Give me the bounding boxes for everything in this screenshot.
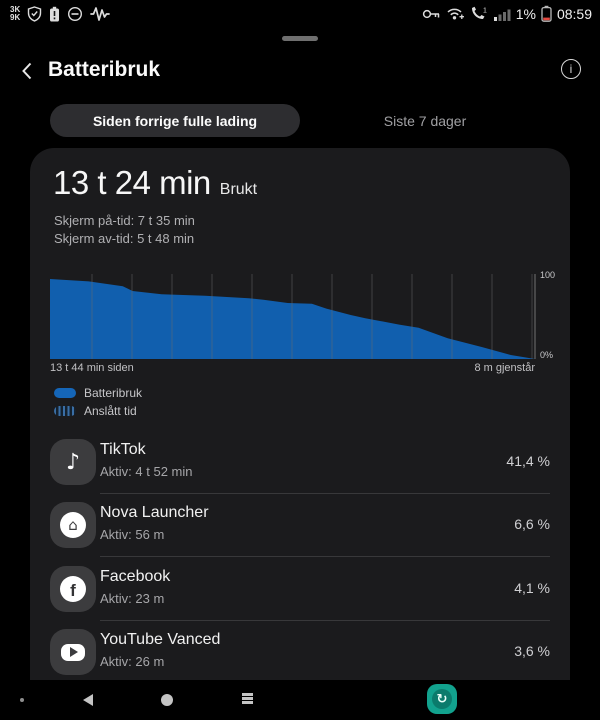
rotate-ring: ↻ xyxy=(432,689,452,709)
wifi-calling-icon xyxy=(447,8,464,20)
app-active-time: Aktiv: 23 m xyxy=(100,591,165,606)
recents-bar xyxy=(242,701,253,704)
period-tabs: Siden forrige fulle lading Siste 7 dager xyxy=(0,104,600,138)
y-axis-max-label: 100 xyxy=(540,270,556,280)
battery-usage-card: 13 t 24 min Brukt Skjerm på-tid: 7 t 35 … xyxy=(30,148,570,680)
app-row-youtube-vanced[interactable]: YouTube Vanced Aktiv: 26 m 3,6 % xyxy=(30,621,570,680)
usage-duration: 13 t 24 min xyxy=(53,164,211,201)
cell-signal-icon xyxy=(493,9,511,21)
battery-alert-icon xyxy=(50,6,60,22)
nav-back-button[interactable] xyxy=(83,694,93,706)
legend-label: Anslått tid xyxy=(84,404,137,418)
app-name: Facebook xyxy=(100,568,171,585)
app-active-time: Aktiv: 56 m xyxy=(100,527,165,542)
app-percent: 4,1 % xyxy=(514,580,550,596)
app-row-tiktok[interactable]: ♪ TikTok Aktiv: 4 t 52 min 41,4 % xyxy=(30,431,570,494)
rotate-screen-button[interactable]: ↻ xyxy=(427,684,457,714)
tab-since-last-full-charge[interactable]: Siden forrige fulle lading xyxy=(50,104,300,137)
legend-estimated-time: Anslått tid xyxy=(54,404,137,418)
nova-launcher-icon: ⌂ xyxy=(50,502,96,548)
usage-headline: 13 t 24 min Brukt xyxy=(53,164,257,202)
tiktok-icon: ♪ xyxy=(50,439,96,485)
usage-suffix: Brukt xyxy=(219,181,258,198)
app-bar: Batteribruk i xyxy=(0,50,600,92)
app-row-facebook[interactable]: f Facebook Aktiv: 23 m 4,1 % xyxy=(30,558,570,621)
battery-percent-text: 1% xyxy=(515,5,536,22)
facebook-circle: f xyxy=(60,576,86,602)
vpn-key-icon xyxy=(422,9,439,18)
facebook-icon: f xyxy=(50,566,96,612)
clock-text: 08:59 xyxy=(556,5,592,22)
app-percent: 41,4 % xyxy=(506,453,550,469)
tab-label: Siden forrige fulle lading xyxy=(92,112,258,129)
nav-hide-dot xyxy=(20,698,24,702)
status-bar: 3K 9K xyxy=(0,0,600,30)
vanced-play-shape xyxy=(61,643,85,661)
app-percent: 3,6 % xyxy=(514,643,550,659)
tab-last-7-days[interactable]: Siste 7 dager xyxy=(300,104,550,137)
screen-off-time: Skjerm av-tid: 5 t 48 min xyxy=(54,231,195,246)
legend-label: Batteribruk xyxy=(84,386,143,400)
chart-caption-right: 8 m gjenstår xyxy=(474,362,535,374)
legend-swatch-solid xyxy=(54,388,76,398)
page-title: Batteribruk xyxy=(48,58,161,81)
info-icon[interactable]: i xyxy=(561,59,581,79)
play-triangle xyxy=(70,647,78,657)
flex-panel-handle[interactable] xyxy=(282,36,318,41)
nova-circle: ⌂ xyxy=(60,512,86,538)
chart-captions: 13 t 44 min siden 8 m gjenstår xyxy=(50,362,535,374)
data-saver-icon: 3K 9K xyxy=(10,5,21,22)
tiktok-note-glyph: ♪ xyxy=(65,449,81,475)
status-bar-left: 3K 9K xyxy=(10,5,111,22)
battery-low-icon xyxy=(541,5,552,22)
shield-check-icon xyxy=(28,6,42,22)
voice-waveform-icon xyxy=(90,7,111,21)
battery-history-chart xyxy=(50,268,550,365)
nav-recents-button[interactable] xyxy=(242,693,253,704)
svg-text:1: 1 xyxy=(483,8,487,15)
rotate-arrow-icon: ↻ xyxy=(436,691,448,707)
y-axis-min-label: 0% xyxy=(540,350,554,360)
screen-on-time: Skjerm på-tid: 7 t 35 min xyxy=(54,213,195,228)
app-active-time: Aktiv: 26 m xyxy=(100,654,165,669)
back-button[interactable] xyxy=(16,59,40,83)
facebook-f-glyph: f xyxy=(70,580,76,600)
chart-caption-left: 13 t 44 min siden xyxy=(50,362,134,374)
battery-history-chart-svg xyxy=(50,274,536,359)
app-name: YouTube Vanced xyxy=(100,631,221,648)
recents-bar xyxy=(242,693,253,696)
nova-house-glyph: ⌂ xyxy=(68,516,78,534)
do-not-disturb-icon xyxy=(68,6,83,22)
app-active-time: Aktiv: 4 t 52 min xyxy=(100,464,193,479)
legend-battery-usage: Batteribruk xyxy=(54,386,142,400)
row-divider xyxy=(100,493,550,494)
app-row-nova-launcher[interactable]: ⌂ Nova Launcher Aktiv: 56 m 6,6 % xyxy=(30,494,570,557)
app-name: Nova Launcher xyxy=(100,504,209,521)
info-icon-letter: i xyxy=(569,62,573,76)
legend-swatch-striped xyxy=(54,406,76,416)
call-forward-icon: 1 xyxy=(471,6,487,19)
row-divider xyxy=(100,556,550,557)
youtube-vanced-icon xyxy=(50,629,96,675)
tab-label: Siste 7 dager xyxy=(383,112,467,129)
recents-bar xyxy=(242,697,253,700)
app-percent: 6,6 % xyxy=(514,516,550,532)
nav-home-button[interactable] xyxy=(161,694,173,706)
status-bar-right: 1 1% 08:59 xyxy=(422,5,592,22)
row-divider xyxy=(100,620,550,621)
app-name: TikTok xyxy=(100,441,146,458)
navigation-bar: ↻ xyxy=(0,680,600,720)
